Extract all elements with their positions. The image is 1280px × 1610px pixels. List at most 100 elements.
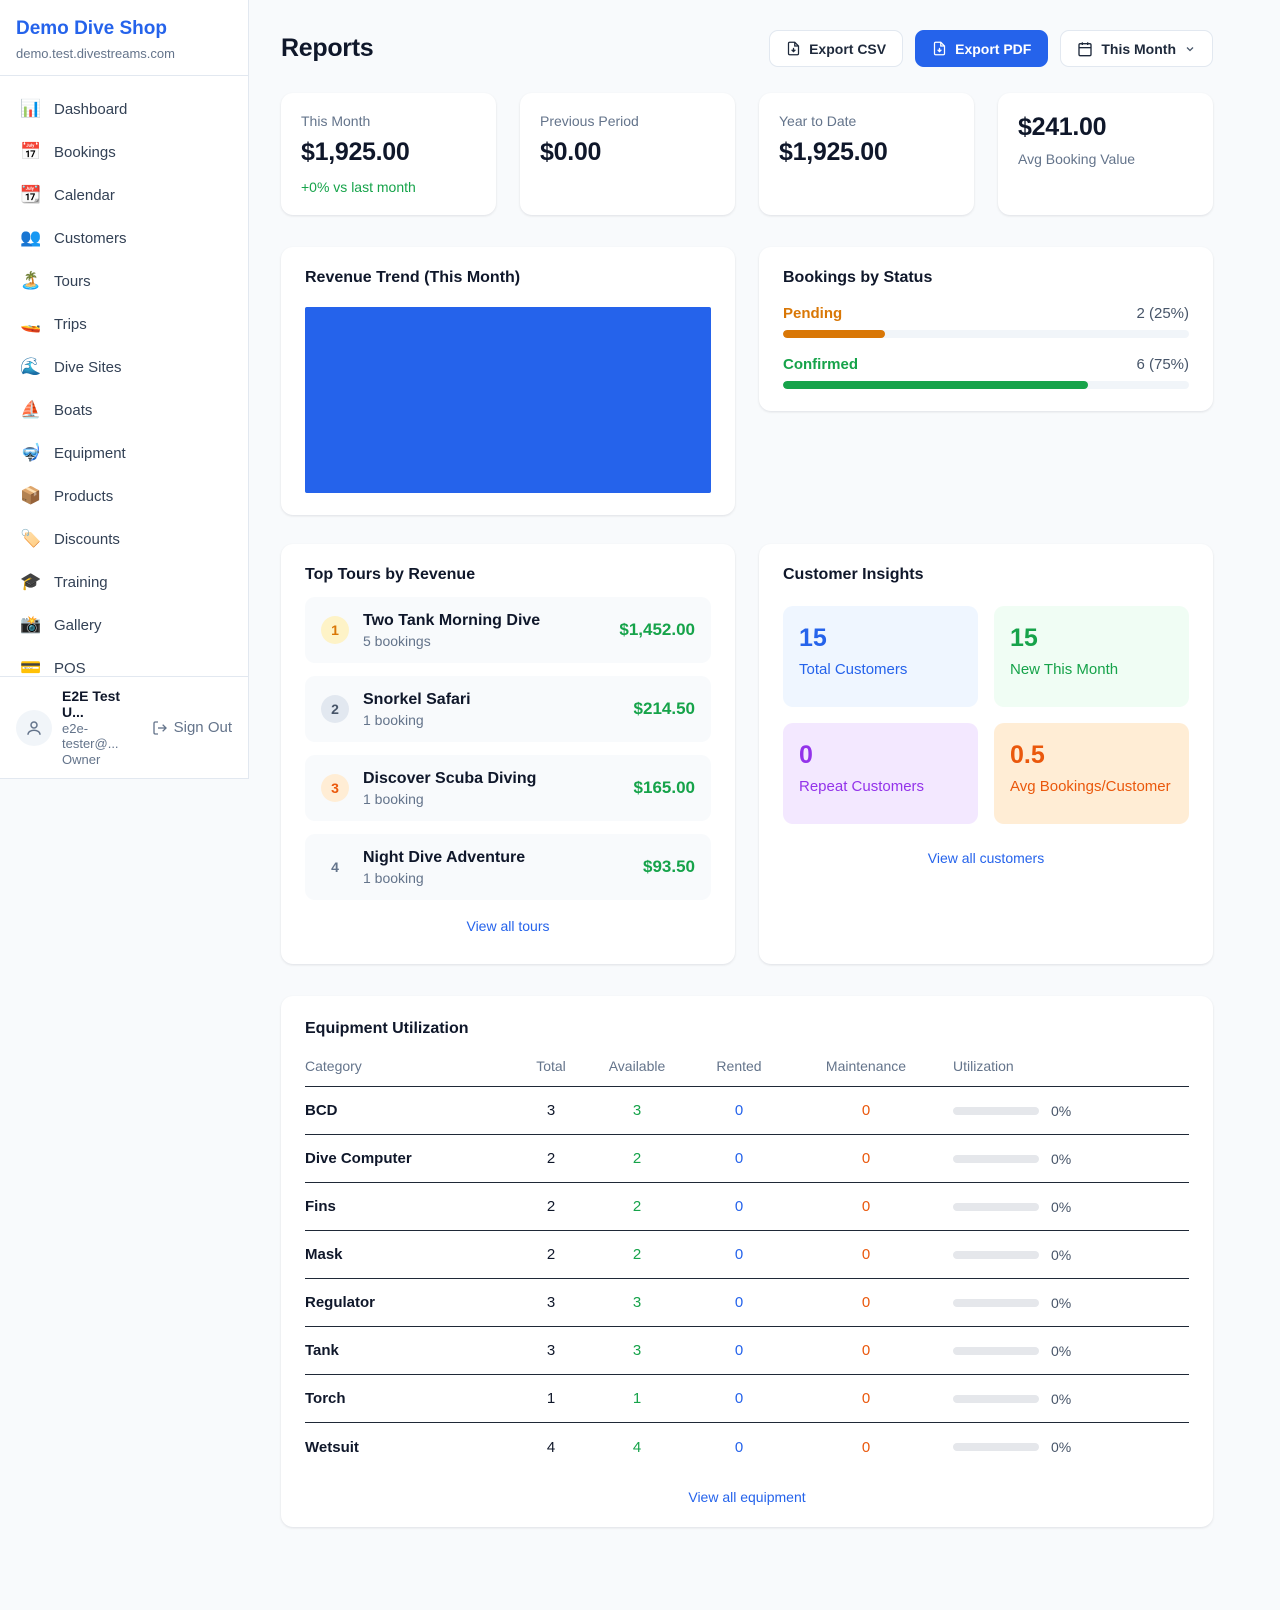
sidebar-item-discounts[interactable]: 🏷️ Discounts (8, 518, 240, 560)
tour-name: Two Tank Morning Dive (363, 611, 541, 629)
utilization-track (953, 1394, 1039, 1403)
revenue-trend-title: Revenue Trend (This Month) (305, 269, 521, 286)
revenue-trend-panel: Revenue Trend (This Month) (281, 247, 735, 515)
cell-rented: 0 (734, 1246, 744, 1263)
progress-fill-confirmed (783, 381, 1088, 389)
export-pdf-button[interactable]: Export PDF (915, 30, 1049, 67)
tile-value: 0.5 (1010, 741, 1045, 769)
table-row: Tank 3 3 0 0 0% (305, 1327, 1189, 1375)
user-role: Owner (62, 752, 101, 767)
sidebar-item-dive-sites[interactable]: 🌊 Dive Sites (8, 346, 240, 388)
tag-icon: 🏷️ (20, 529, 42, 548)
rank-badge: 4 (331, 859, 339, 875)
utilization-track (953, 1298, 1039, 1307)
utilization-percent: 0% (1051, 1102, 1072, 1119)
view-all-equipment-link[interactable]: View all equipment (688, 1489, 806, 1505)
sidebar-item-pos[interactable]: 💳 POS (8, 647, 240, 689)
status-count: 6 (75%) (1136, 356, 1189, 373)
cell-utilization: 0% (941, 1391, 1189, 1407)
shop-subdomain: demo.test.divestreams.com (16, 46, 175, 61)
stat-value: $1,925.00 (301, 138, 410, 166)
cell-maintenance: 0 (861, 1390, 871, 1407)
utilization-percent: 0% (1051, 1439, 1072, 1455)
wave-icon: 🌊 (20, 357, 42, 376)
view-all-tours-link[interactable]: View all tours (466, 918, 550, 934)
calendar-icon (1078, 41, 1093, 56)
progress-track (783, 330, 1189, 338)
sidebar-item-customers[interactable]: 👥 Customers (8, 217, 240, 259)
sidebar-item-calendar[interactable]: 📆 Calendar (8, 174, 240, 216)
stat-card-year-to-date: Year to Date $1,925.00 (759, 93, 974, 215)
sidebar-item-label: Customers (54, 229, 127, 247)
sidebar-item-equipment[interactable]: 🤿 Equipment (8, 432, 240, 474)
tour-row: 3 Discover Scuba Diving 1 booking $165.0… (305, 755, 711, 821)
cell-utilization: 0% (941, 1199, 1189, 1215)
cell-rented: 0 (734, 1294, 744, 1311)
status-count: 2 (25%) (1136, 305, 1189, 322)
cell-total: 3 (546, 1294, 556, 1311)
progress-track (783, 381, 1189, 389)
shop-header: Demo Dive Shop demo.test.divestreams.com (0, 0, 248, 76)
user-panel: E2E Test U... e2e-tester@... Owner Sign … (0, 676, 248, 778)
utilization-percent: 0% (1051, 1198, 1072, 1215)
cell-utilization: 0% (941, 1439, 1189, 1455)
sidebar-item-training[interactable]: 🎓 Training (8, 561, 240, 603)
progress-fill-pending (783, 330, 885, 338)
cell-maintenance: 0 (861, 1198, 871, 1215)
tour-revenue: $1,452.00 (619, 620, 695, 639)
column-header: Category (305, 1058, 362, 1074)
sidebar-item-trips[interactable]: 🚤 Trips (8, 303, 240, 345)
logout-icon (152, 720, 167, 735)
cell-maintenance: 0 (861, 1342, 871, 1359)
person-icon (27, 720, 41, 735)
file-download-icon (787, 41, 800, 56)
bookings-by-status-title: Bookings by Status (783, 269, 933, 286)
sidebar-item-label: Gallery (54, 616, 102, 634)
table-row: BCD 3 3 0 0 0% (305, 1087, 1189, 1135)
cell-category: Torch (305, 1390, 346, 1407)
table-row: Wetsuit 4 4 0 0 0% (305, 1423, 1189, 1471)
sidebar-item-label: Discounts (54, 530, 120, 548)
stat-value: $0.00 (540, 138, 602, 166)
calendar-icon: 📆 (20, 185, 42, 204)
sign-out-button[interactable]: Sign Out (152, 719, 232, 736)
sidebar-item-label: Dashboard (54, 100, 128, 118)
cell-maintenance: 0 (861, 1294, 871, 1311)
header-actions: Export CSV Export PDF This Month (769, 30, 1213, 67)
credit-card-icon: 💳 (20, 658, 42, 677)
cell-category: Tank (305, 1342, 339, 1359)
cell-utilization: 0% (941, 1103, 1189, 1119)
cell-available: 4 (632, 1438, 642, 1456)
period-dropdown[interactable]: This Month (1060, 30, 1213, 67)
status-row-pending: Pending 2 (25%) (783, 305, 1189, 338)
cell-utilization: 0% (941, 1343, 1189, 1359)
tour-row: 2 Snorkel Safari 1 booking $214.50 (305, 676, 711, 742)
cell-category: Dive Computer (305, 1150, 412, 1167)
dashboard-icon: 📊 (20, 99, 42, 118)
sidebar-item-label: Calendar (54, 186, 115, 204)
chevron-down-icon (1186, 46, 1194, 51)
view-all-customers-link[interactable]: View all customers (927, 850, 1045, 866)
sidebar-column: Demo Dive Shop demo.test.divestreams.com… (0, 0, 249, 1610)
cell-total: 1 (546, 1390, 556, 1407)
stat-card-avg-booking-value: $241.00 Avg Booking Value (998, 93, 1213, 215)
sidebar-item-gallery[interactable]: 📸 Gallery (8, 604, 240, 646)
sidebar-item-dashboard[interactable]: 📊 Dashboard (8, 88, 240, 130)
sidebar-item-boats[interactable]: ⛵ Boats (8, 389, 240, 431)
cell-utilization: 0% (941, 1151, 1189, 1167)
tour-name: Discover Scuba Diving (363, 769, 537, 787)
sidebar-item-tours[interactable]: 🏝️ Tours (8, 260, 240, 302)
page-header: Reports Export CSV Export PDF This Month (281, 30, 1213, 67)
sidebar-item-bookings[interactable]: 📅 Bookings (8, 131, 240, 173)
cell-maintenance: 0 (861, 1438, 871, 1456)
tour-revenue: $165.00 (633, 778, 695, 797)
sidebar-item-products[interactable]: 📦 Products (8, 475, 240, 517)
utilization-track (953, 1346, 1039, 1355)
cell-utilization: 0% (941, 1247, 1189, 1263)
tour-name: Snorkel Safari (363, 690, 471, 708)
bookings-calendar-icon: 📅 (20, 142, 42, 161)
export-csv-button[interactable]: Export CSV (769, 30, 904, 67)
tour-name: Night Dive Adventure (363, 848, 526, 866)
column-header: Available (608, 1058, 666, 1074)
stat-card-this-month: This Month $1,925.00 +0% vs last month (281, 93, 496, 215)
